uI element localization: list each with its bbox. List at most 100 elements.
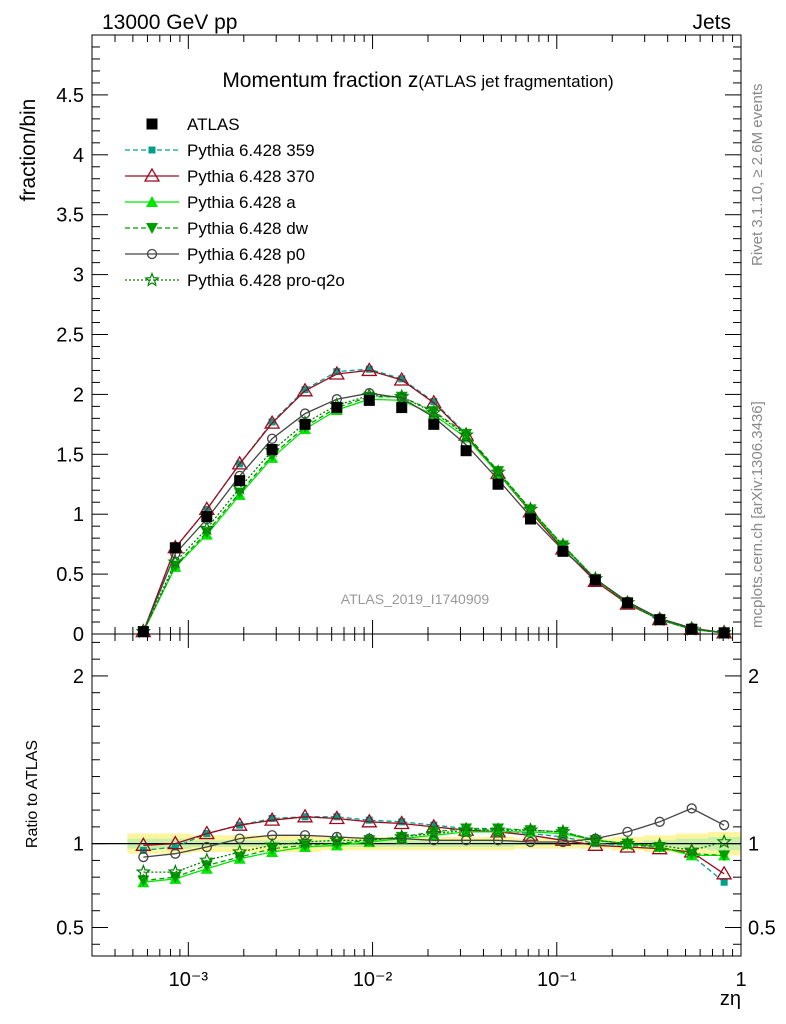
ratio-point-pythia-6-428-dw	[137, 875, 150, 887]
ratio-point-pythia-6-428-359	[430, 821, 438, 829]
data-point-atlas	[492, 478, 504, 490]
data-point-atlas	[718, 627, 730, 639]
header-left: 13000 GeV pp	[102, 11, 237, 34]
ratio-point-pythia-6-428-pro-q2o	[426, 825, 442, 841]
ratio-point-pythia-6-428-pro-q2o	[619, 835, 636, 851]
data-point-pythia-6-428-370	[231, 455, 248, 470]
ratio-point-pythia-6-428-p0	[170, 848, 181, 859]
ratio-point-pythia-6-428-p0	[686, 803, 697, 814]
data-point-atlas	[169, 542, 181, 554]
data-point-pythia-6-428-pro-q2o	[167, 553, 184, 569]
ratio-point-pythia-6-428-p0	[299, 830, 311, 841]
main-y-tick-label: 0	[73, 624, 84, 646]
data-point-pythia-6-428-359	[301, 386, 309, 394]
data-point-pythia-6-428-pro-q2o	[458, 426, 474, 442]
ratio-point-pythia-6-428-pro-q2o	[587, 832, 604, 847]
data-point-atlas	[557, 545, 569, 557]
series-line-pythia-6-428-pro-q2o	[142, 394, 725, 634]
main-y-tick-label: 3.5	[56, 205, 84, 227]
ratio-point-pythia-6-428-359	[720, 878, 728, 886]
ratio-point-pythia-6-428-p0	[492, 835, 504, 846]
legend-marker-pythia-6-428-p0	[146, 248, 158, 260]
data-point-pythia-6-428-370	[393, 371, 410, 386]
ratio-point-pythia-6-428-359	[398, 818, 406, 826]
ratio-y-tick-label: 2	[73, 666, 84, 688]
data-point-pythia-6-428-370	[296, 382, 314, 397]
data-point-atlas	[589, 574, 601, 586]
ratio-point-pythia-6-428-370	[135, 837, 152, 851]
data-point-pythia-6-428-370	[361, 362, 378, 377]
ratio-point-pythia-6-428-p0	[525, 836, 536, 848]
ratio-point-pythia-6-428-p0	[201, 841, 212, 853]
ratio-point-pythia-6-428-pro-q2o	[264, 837, 280, 852]
main-x-ticks	[91, 35, 742, 634]
data-point-atlas	[396, 402, 408, 414]
ratio-point-pythia-6-428-pro-q2o	[555, 823, 571, 839]
ratio-point-pythia-6-428-370	[231, 816, 248, 831]
ratio-point-pythia-6-428-p0	[557, 836, 569, 848]
legend-label: Pythia 6.428 a	[187, 193, 296, 212]
ratio-point-pythia-6-428-pro-q2o	[361, 832, 378, 847]
main-ylabel: fraction/bin	[17, 99, 40, 202]
ratio-line-pythia-6-428-pro-q2o	[143, 829, 725, 873]
ratio-x-tick-label: 10⁻³	[169, 969, 209, 991]
data-point-atlas	[363, 394, 375, 406]
ratio-y-tick-label: 1	[73, 834, 84, 856]
legend-label: Pythia 6.428 370	[187, 167, 315, 186]
ratio-point-pythia-6-428-pro-q2o	[716, 833, 732, 849]
ratio-point-pythia-6-428-p0	[138, 851, 149, 863]
ratio-point-pythia-6-428-p0	[234, 833, 245, 844]
ratio-point-pythia-6-428-370	[716, 865, 733, 880]
legend-label: Pythia 6.428 p0	[187, 245, 305, 264]
main-series-layer	[135, 362, 733, 640]
ratio-point-pythia-6-428-pro-q2o	[458, 822, 474, 837]
data-point-pythia-6-428-359	[268, 418, 276, 426]
ratio-point-pythia-6-428-359	[365, 816, 373, 824]
main-y-tick-label: 3	[73, 265, 84, 287]
main-panel: 0 0.5 1 1.5 2 2.5 3 3.5 4 4.5 fraction/bin Moment…	[17, 34, 742, 646]
ratio-point-pythia-6-428-370	[263, 811, 281, 826]
chart-title: Momentum fraction z(ATLAS jet fragmentat…	[222, 69, 613, 92]
ratio-point-pythia-6-428-pro-q2o	[297, 833, 313, 849]
ratio-point-pythia-6-428-pro-q2o	[651, 837, 668, 852]
data-point-pythia-6-428-pro-q2o	[522, 501, 539, 517]
data-point-atlas	[234, 475, 246, 487]
mcplots-label: mcplots.cern.ch [arXiv:1306.3436]	[749, 401, 766, 628]
data-point-atlas	[524, 513, 536, 525]
legend-label: Pythia 6.428 dw	[187, 219, 309, 238]
main-y-tick-label: 1	[73, 504, 84, 526]
ratio-xlabel: zη	[720, 988, 741, 1010]
data-point-pythia-6-428-pro-q2o	[426, 404, 442, 419]
ratio-point-pythia-6-428-pro-q2o	[135, 863, 152, 879]
data-point-pythia-6-428-pro-q2o	[393, 388, 410, 404]
data-point-pythia-6-428-370	[328, 365, 345, 380]
ratio-point-pythia-6-428-p0	[718, 820, 730, 831]
ratio-point-pythia-6-428-dw	[460, 823, 473, 835]
ratio-x-axis: 10⁻³ 10⁻² 10⁻¹ 1	[91, 634, 747, 991]
ratio-point-pythia-6-428-p0	[396, 833, 407, 844]
legend-marker-pythia-6-428-359	[148, 146, 156, 154]
ratio-point-pythia-6-428-pro-q2o	[231, 843, 248, 859]
ratio-point-pythia-6-428-pro-q2o	[490, 822, 506, 837]
ratio-panel: 0.5 0.51 12 2 10⁻³ 10⁻² 10⁻¹ 1 Ratio to ATLAS …	[24, 633, 776, 1010]
data-point-atlas	[299, 418, 311, 430]
legend-marker-pythia-6-428-pro-q2o	[144, 271, 160, 287]
data-point-pythia-6-428-359	[333, 368, 341, 376]
ratio-point-pythia-6-428-dw	[492, 823, 505, 835]
ratio-point-pythia-6-428-pro-q2o	[167, 863, 184, 879]
main-y-tick-label: 0.5	[56, 564, 84, 586]
ratio-point-pythia-6-428-359	[333, 813, 341, 821]
data-point-atlas	[201, 511, 213, 523]
ratio-point-pythia-6-428-pro-q2o	[199, 852, 215, 868]
data-point-pythia-6-428-359	[398, 375, 406, 383]
legend-label: Pythia 6.428 359	[187, 141, 315, 160]
ratio-x-tick-label: 10⁻¹	[537, 969, 577, 991]
data-point-pythia-6-428-359	[430, 398, 438, 406]
data-point-atlas	[331, 402, 343, 414]
legend-marker-atlas	[146, 118, 158, 130]
main-y-tick-label: 4.5	[56, 85, 84, 107]
legend-marker-pythia-6-428-dw	[146, 223, 158, 234]
ratio-y-tick-label: 0.5	[748, 917, 776, 939]
rivet-label: Rivet 3.1.10, ≥ 2.6M events	[749, 84, 766, 267]
